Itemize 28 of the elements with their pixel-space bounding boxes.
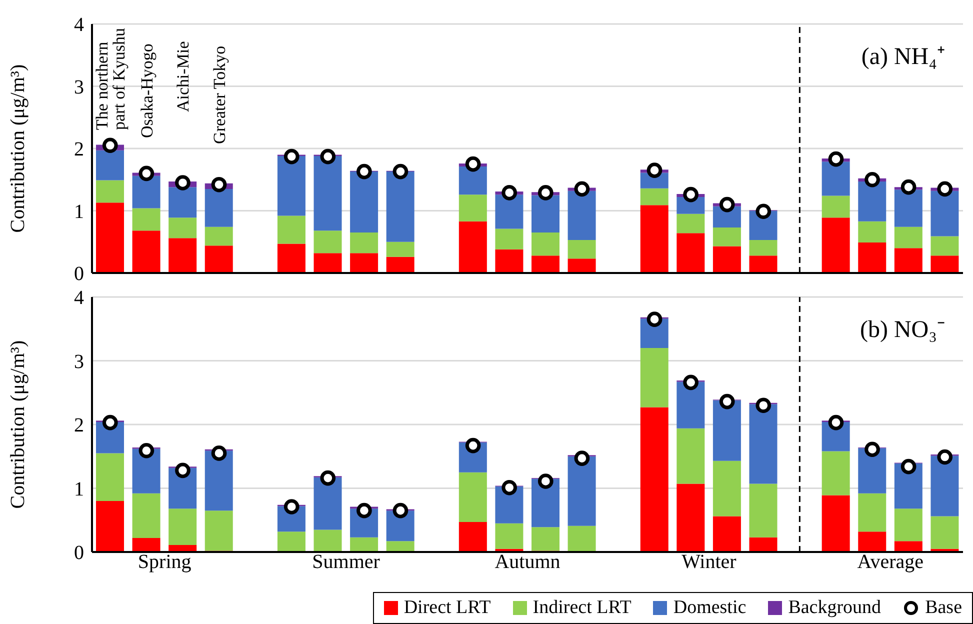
y-tick-label: 4 <box>74 14 84 36</box>
y-tick-label: 0 <box>74 542 84 564</box>
y-tick-label: 2 <box>74 414 84 437</box>
annotation: The northern part of Kyushu <box>92 28 129 130</box>
text: (b) NO₃⁻ <box>860 316 945 344</box>
y-tick-label: 1 <box>74 200 84 223</box>
annotation: Average <box>857 551 924 573</box>
y-axis-title: Contribution (μg/m³) <box>7 340 30 509</box>
legend-label: Domestic <box>673 597 746 619</box>
annotation: Greater Tokyo <box>210 46 230 144</box>
y-tick-label: 3 <box>74 350 84 373</box>
legend-label: Base <box>925 597 962 619</box>
legend-label: Background <box>788 597 882 619</box>
y-tick-label: 1 <box>74 478 84 500</box>
y-tick-label: 2 <box>74 138 84 161</box>
annotation: Aichi-Mie <box>174 41 193 112</box>
annotation: Winter <box>682 551 737 573</box>
annotation: Osaka-Hyogo <box>137 44 156 138</box>
y-tick-label: 3 <box>74 76 84 98</box>
y-tick-label: 0 <box>74 263 84 286</box>
annotation: Summer <box>312 551 380 573</box>
annotation: Autumn <box>494 551 560 573</box>
annotation: Spring <box>138 551 192 573</box>
y-tick-label: 4 <box>74 287 84 310</box>
legend-label: Direct LRT <box>404 597 491 619</box>
legend-label: Indirect LRT <box>532 597 632 619</box>
y-axis-title: Contribution (μg/m³) <box>7 64 30 233</box>
text: (a) NH₄⁺ <box>861 43 945 71</box>
